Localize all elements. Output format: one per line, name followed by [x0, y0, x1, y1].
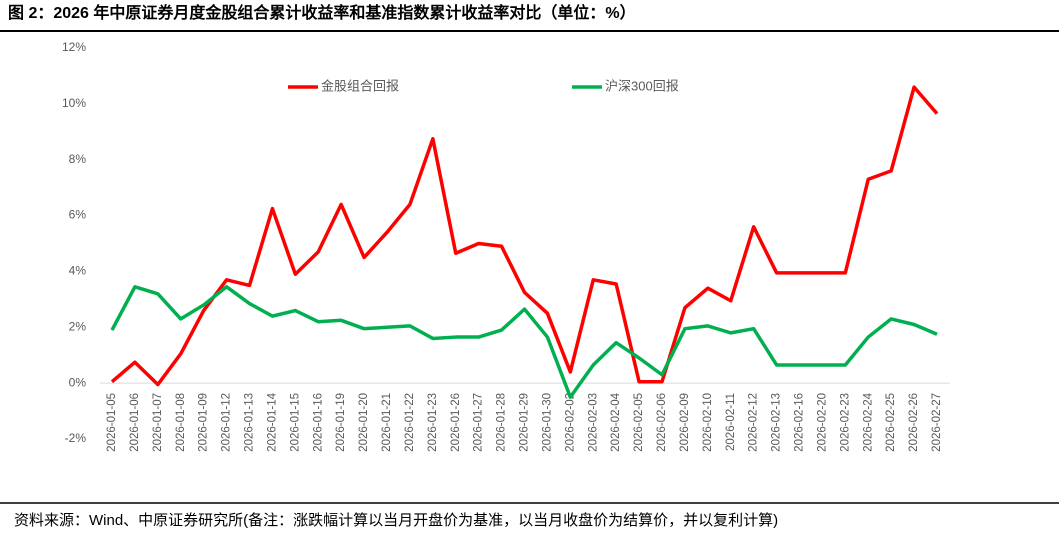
chart-title: 图 2：2026 年中原证券月度金股组合累计收益率和基准指数累计收益率对比（单位… [8, 3, 636, 22]
x-tick-label: 2026-02-25 [885, 393, 897, 452]
x-tick-label: 2026-01-14 [266, 392, 278, 451]
x-tick-label: 2026-02-09 [679, 393, 691, 452]
x-tick-label: 2026-02-05 [633, 393, 645, 452]
legend-label: 沪深300回报 [605, 78, 679, 93]
x-tick-label: 2026-01-28 [496, 393, 508, 452]
series-line [110, 85, 939, 387]
x-tick-label: 2026-02-11 [725, 393, 737, 451]
x-tick-label: 2026-01-05 [106, 393, 118, 452]
y-tick-label: 12% [62, 40, 86, 54]
x-tick-label: 2026-01-21 [381, 393, 393, 452]
x-tick-label: 2026-02-10 [702, 393, 714, 452]
y-tick-label: -2% [65, 431, 87, 445]
y-tick-label: 0% [69, 375, 87, 389]
x-tick-label: 2026-01-12 [221, 393, 233, 452]
y-tick-label: 10% [62, 96, 86, 110]
x-tick-label: 2026-01-15 [289, 393, 301, 452]
x-tick-label: 2026-02-02 [564, 393, 576, 452]
x-tick-label: 2026-01-13 [244, 393, 256, 452]
x-tick-label: 2026-01-08 [175, 393, 187, 452]
x-tick-label: 2026-02-23 [839, 393, 851, 452]
x-tick-label: 2026-01-06 [129, 393, 141, 452]
x-tick-label: 2026-01-16 [312, 393, 324, 452]
x-tick-label: 2026-01-22 [404, 393, 416, 452]
x-tick-label: 2026-01-20 [358, 393, 370, 452]
x-tick-label: 2026-01-07 [152, 393, 164, 452]
x-tick-label: 2026-01-30 [541, 393, 553, 452]
x-tick-label: 2026-02-26 [908, 393, 920, 452]
y-tick-label: 2% [69, 319, 87, 333]
x-tick-label: 2026-02-20 [816, 393, 828, 452]
x-tick-label: 2026-01-23 [427, 393, 439, 452]
x-tick-label: 2026-01-09 [198, 393, 210, 452]
x-tick-label: 2026-02-12 [748, 393, 760, 452]
x-tick-label: 2026-02-27 [931, 393, 943, 452]
x-tick-label: 2026-02-13 [771, 393, 783, 452]
x-tick-label: 2026-02-06 [656, 393, 668, 452]
x-tick-label: 2026-02-16 [794, 393, 806, 452]
x-tick-label: 2026-01-29 [519, 393, 531, 452]
legend-label: 金股组合回报 [321, 78, 399, 93]
y-tick-label: 8% [69, 152, 87, 166]
x-tick-label: 2026-01-26 [450, 393, 462, 452]
x-tick-label: 2026-01-19 [335, 393, 347, 452]
x-tick-label: 2026-02-03 [587, 393, 599, 452]
series-line [110, 285, 938, 399]
y-tick-label: 4% [69, 264, 87, 278]
y-tick-label: 6% [69, 208, 87, 222]
x-tick-label: 2026-02-04 [610, 392, 622, 451]
source-note: 资料来源：Wind、中原证券研究所(备注：涨跌幅计算以当月开盘价为基准，以当月收… [14, 511, 778, 529]
x-tick-label: 2026-02-24 [862, 392, 874, 451]
x-tick-label: 2026-01-27 [473, 393, 485, 452]
